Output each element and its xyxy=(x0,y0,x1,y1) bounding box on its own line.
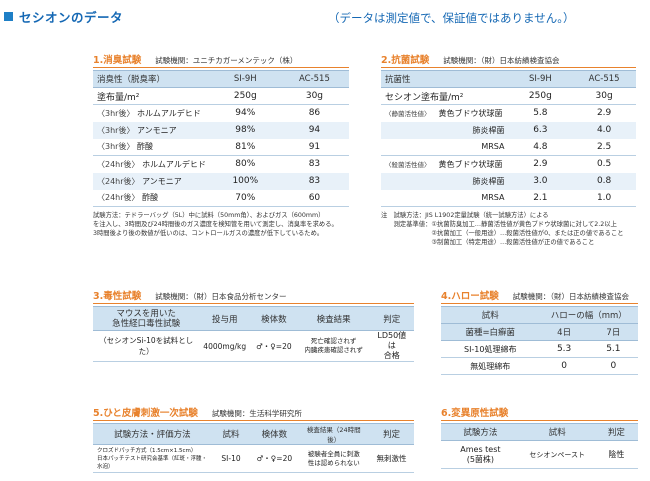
section-title: 4.ハロー試験 xyxy=(441,291,499,302)
table-row: Ames test (5菌株) セシオンペースト 陰性 xyxy=(441,441,638,469)
section-title: 1.消臭試験 xyxy=(93,55,142,66)
column-header: 判定 xyxy=(594,423,638,441)
column-header: 7日 xyxy=(588,323,638,341)
section-divider xyxy=(441,420,638,421)
column-header: AC-515 xyxy=(572,70,636,88)
table-row: 〈3hr後〉 ホルムアルデヒド 94% 86 xyxy=(97,108,321,119)
table-row: 〈24hr後〉 ホルムアルデヒド 80% 83 xyxy=(97,159,321,170)
table-row: 肺炎桿菌 6.3 4.0 xyxy=(381,121,636,139)
page-header: セシオンのデータ xyxy=(4,5,304,27)
section-divider xyxy=(381,67,636,68)
table-row: 肺炎桿菌 3.0 0.8 xyxy=(381,172,636,190)
antibacterial-section: 2.抗菌試験 試験機関：（財）日本紡績検査協会 抗菌性 SI-9H AC-515… xyxy=(381,52,636,247)
halo-table: 試料 ハローの幅（mm） 菌種=白癬菌 4日 7日 SI-10処理綿布 5.3 … xyxy=(441,306,638,375)
column-header: 判定 xyxy=(369,306,414,331)
toxicity-table: マウスを用いた 急性経口毒性試験 投与用 検体数 検査結果 判定 （セシオンSi… xyxy=(93,306,414,362)
section-title: 6.変異原性試験 xyxy=(441,408,509,419)
column-header: 試料 xyxy=(211,423,251,445)
table-row: MRSA 2.1 1.0 xyxy=(381,190,636,207)
section-title: 2.抗菌試験 xyxy=(381,55,430,66)
column-header: 菌種=白癬菌 xyxy=(441,323,540,341)
halo-section: 4.ハロー試験 試験機関：（財）日本紡績検査協会 試料 ハローの幅（mm） 菌種… xyxy=(441,288,638,375)
skin-irritation-table: 試験方法・評価方法 試料 検体数 検査結果（24時間後） 判定 クロズドパッチ方… xyxy=(93,423,414,473)
section-divider xyxy=(93,303,414,304)
section-title: 5.ひと皮膚刺激一次試験 xyxy=(93,408,198,419)
column-header: 検査結果 xyxy=(297,306,370,331)
test-organization: 試験機関：生活科学研究所 xyxy=(211,409,302,418)
column-header: 試験方法・評価方法 xyxy=(93,423,212,445)
column-header: 検体数 xyxy=(250,306,298,331)
mutagenicity-section: 6.変異原性試験 試験方法 試料 判定 Ames test (5菌株) セシオン… xyxy=(441,405,638,469)
test-organization: 試験機関：（財）日本紡績検査協会 xyxy=(512,292,629,301)
skin-irritation-section: 5.ひと皮膚刺激一次試験 試験機関：生活科学研究所 試験方法・評価方法 試料 検… xyxy=(93,405,414,473)
section-title: 3.毒性試験 xyxy=(93,291,142,302)
table-row: セシオン塗布量/m² 250g 30g xyxy=(381,88,636,105)
table-row: 〈殺菌活性値〉 黄色ブドウ状球菌 2.9 0.5 xyxy=(385,159,612,170)
column-header: 試験方法 xyxy=(441,423,520,441)
column-header: 判定 xyxy=(369,423,414,445)
column-header: AC-515 xyxy=(279,70,349,88)
toxicity-section: 3.毒性試験 試験機関：（財）日本食品分析センター マウスを用いた 急性経口毒性… xyxy=(93,288,414,362)
test-organization: 試験機関：ユニチカガーメンテック（株） xyxy=(155,56,298,65)
table-row: （セシオンSi-10を試料とした） 4000mg/kg ♂・♀=20 死亡確認さ… xyxy=(93,331,414,362)
square-bullet-icon xyxy=(4,11,13,21)
table-row: MRSA 4.8 2.5 xyxy=(381,139,636,156)
section-divider xyxy=(93,420,414,421)
column-header: 検体数 xyxy=(250,423,299,445)
column-header: ハローの幅（mm） xyxy=(539,306,638,324)
column-header: 試料 xyxy=(441,306,540,324)
test-organization: 試験機関：（財）日本食品分析センター xyxy=(155,292,287,301)
test-method-note: 注 試験方法：JIS L1902定量試験（統一試験方法）による 測定基準値：①抗… xyxy=(381,212,624,246)
table-row: クロズドパッチ方式（1.5cm×1.5cm） 日本パッチテスト研究会基準（紅斑・… xyxy=(93,445,414,473)
column-header: 検査結果（24時間後） xyxy=(298,423,370,445)
table-row: 〈24hr後〉 アンモニア 100% 83 xyxy=(93,172,349,190)
table-row: 〈3hr後〉 酢酸 81% 91 xyxy=(93,139,349,156)
column-header: 試料 xyxy=(519,423,595,441)
table-row: 無処理綿布 0 0 xyxy=(441,358,638,375)
column-header: 抗菌性 xyxy=(381,70,509,88)
page-title: セシオンのデータ xyxy=(19,9,124,25)
test-method-note: 試験方法：テドラーバッグ（5L）中に試料（50mm角）、およびガス（600mm）… xyxy=(93,212,338,237)
column-header: 消臭性（脱臭率） xyxy=(93,70,211,88)
test-organization: 試験機関：（財）日本紡績検査協会 xyxy=(443,56,560,65)
section-divider xyxy=(93,67,349,68)
deodorize-section: 1.消臭試験 試験機関：ユニチカガーメンテック（株） 消臭性（脱臭率） SI-9… xyxy=(93,52,349,238)
column-header: SI-9H xyxy=(508,70,573,88)
section-divider xyxy=(441,303,638,304)
column-header: 投与用 xyxy=(199,306,251,331)
mutagenicity-table: 試験方法 試料 判定 Ames test (5菌株) セシオンペースト 陰性 xyxy=(441,423,638,469)
table-row: 〈3hr後〉 アンモニア 98% 94 xyxy=(93,121,349,139)
table-row: SI-10処理綿布 5.3 5.1 xyxy=(441,341,638,358)
table-row: 〈静菌活性値〉 黄色ブドウ状球菌 5.8 2.9 xyxy=(385,108,612,119)
table-row: 〈24hr後〉 酢酸 70% 60 xyxy=(93,190,349,207)
disclaimer-note: （データは測定値で、保証値ではありません。） xyxy=(328,11,575,25)
antibacterial-table: 抗菌性 SI-9H AC-515 セシオン塗布量/m² 250g 30g 〈静菌… xyxy=(381,70,636,207)
column-header: SI-9H xyxy=(210,70,280,88)
column-header: マウスを用いた 急性経口毒性試験 xyxy=(93,306,200,331)
deodorize-table: 消臭性（脱臭率） SI-9H AC-515 塗布量/m² 250g 30g 〈3… xyxy=(93,70,349,207)
table-row: 塗布量/m² 250g 30g xyxy=(93,88,349,105)
column-header: 4日 xyxy=(539,323,589,341)
